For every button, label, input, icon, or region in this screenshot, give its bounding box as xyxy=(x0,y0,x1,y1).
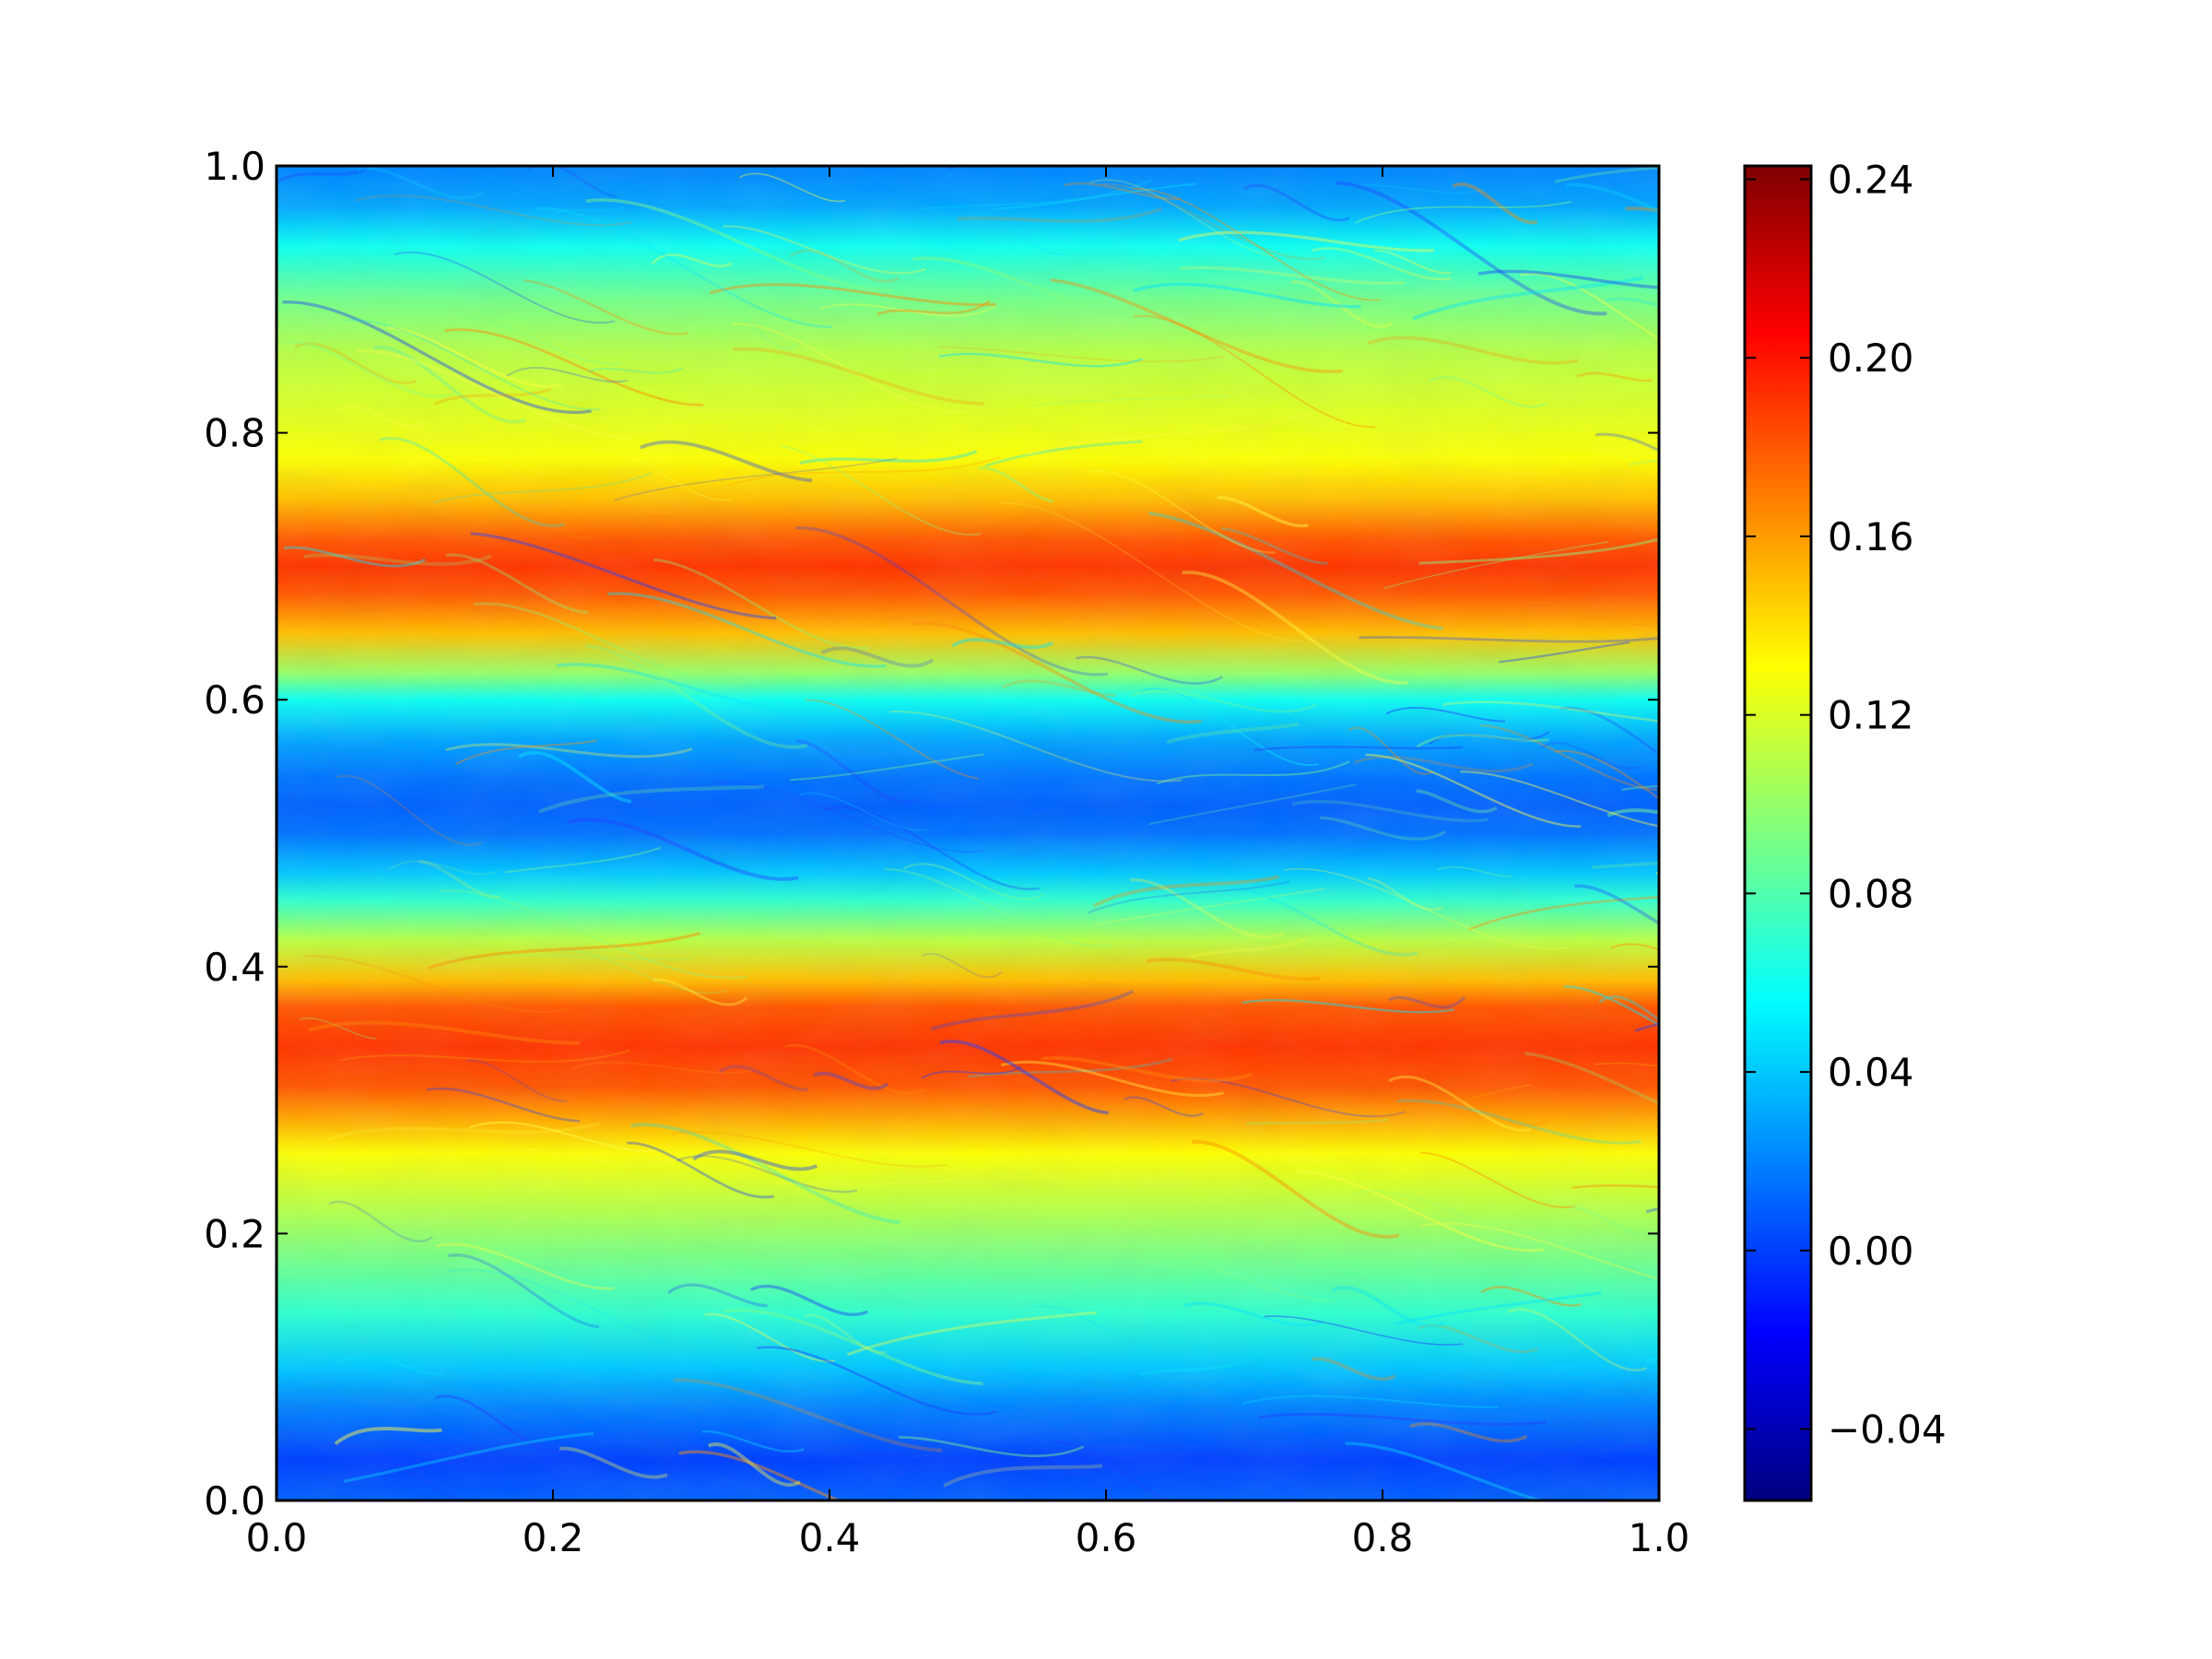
y-tick-label: 0.8 xyxy=(204,411,265,456)
colorbar-tick-label: −0.04 xyxy=(1828,1407,1947,1453)
x-tick-label: 0.8 xyxy=(1352,1515,1414,1560)
y-tick-label: 1.0 xyxy=(204,144,265,189)
swirl-stroke xyxy=(1655,871,1659,875)
y-axis: 0.0 0.2 0.4 0.6 0.8 1.0 xyxy=(204,144,1659,1524)
colorbar: −0.04 0.00 0.04 0.08 0.12 0.16 0.20 0.24 xyxy=(1743,158,1947,1502)
x-tick-label: 0.6 xyxy=(1076,1515,1137,1560)
heatmap-plot-area xyxy=(275,164,1661,1502)
colorbar-tick-label: 0.00 xyxy=(1828,1229,1914,1274)
y-tick-label: 0.6 xyxy=(204,677,265,723)
x-tick-label: 0.4 xyxy=(799,1515,861,1560)
y-tick-label: 0.0 xyxy=(204,1478,265,1524)
colorbar-tick-label: 0.24 xyxy=(1828,158,1914,203)
x-tick-label: 1.0 xyxy=(1629,1515,1690,1560)
colorbar-tick-label: 0.16 xyxy=(1828,514,1914,559)
plot-frame xyxy=(275,164,1661,1502)
y-tick-label: 0.4 xyxy=(204,945,265,990)
colorbar-tick-label: 0.08 xyxy=(1828,871,1914,916)
x-tick-label: 0.0 xyxy=(246,1515,308,1560)
colorbar-ticks: −0.04 0.00 0.04 0.08 0.12 0.16 0.20 0.24 xyxy=(1745,158,1947,1453)
colorbar-tick-label: 0.12 xyxy=(1828,693,1914,738)
x-axis: 0.0 0.2 0.4 0.6 0.8 1.0 xyxy=(246,166,1690,1560)
y-tick-label: 0.2 xyxy=(204,1211,265,1256)
colorbar-body xyxy=(1743,164,1813,1502)
colorbar-tick-label: 0.04 xyxy=(1828,1050,1914,1095)
heatmap-noise xyxy=(276,166,1659,1500)
colorbar-tick-label: 0.20 xyxy=(1828,335,1914,381)
x-tick-label: 0.2 xyxy=(523,1515,584,1560)
